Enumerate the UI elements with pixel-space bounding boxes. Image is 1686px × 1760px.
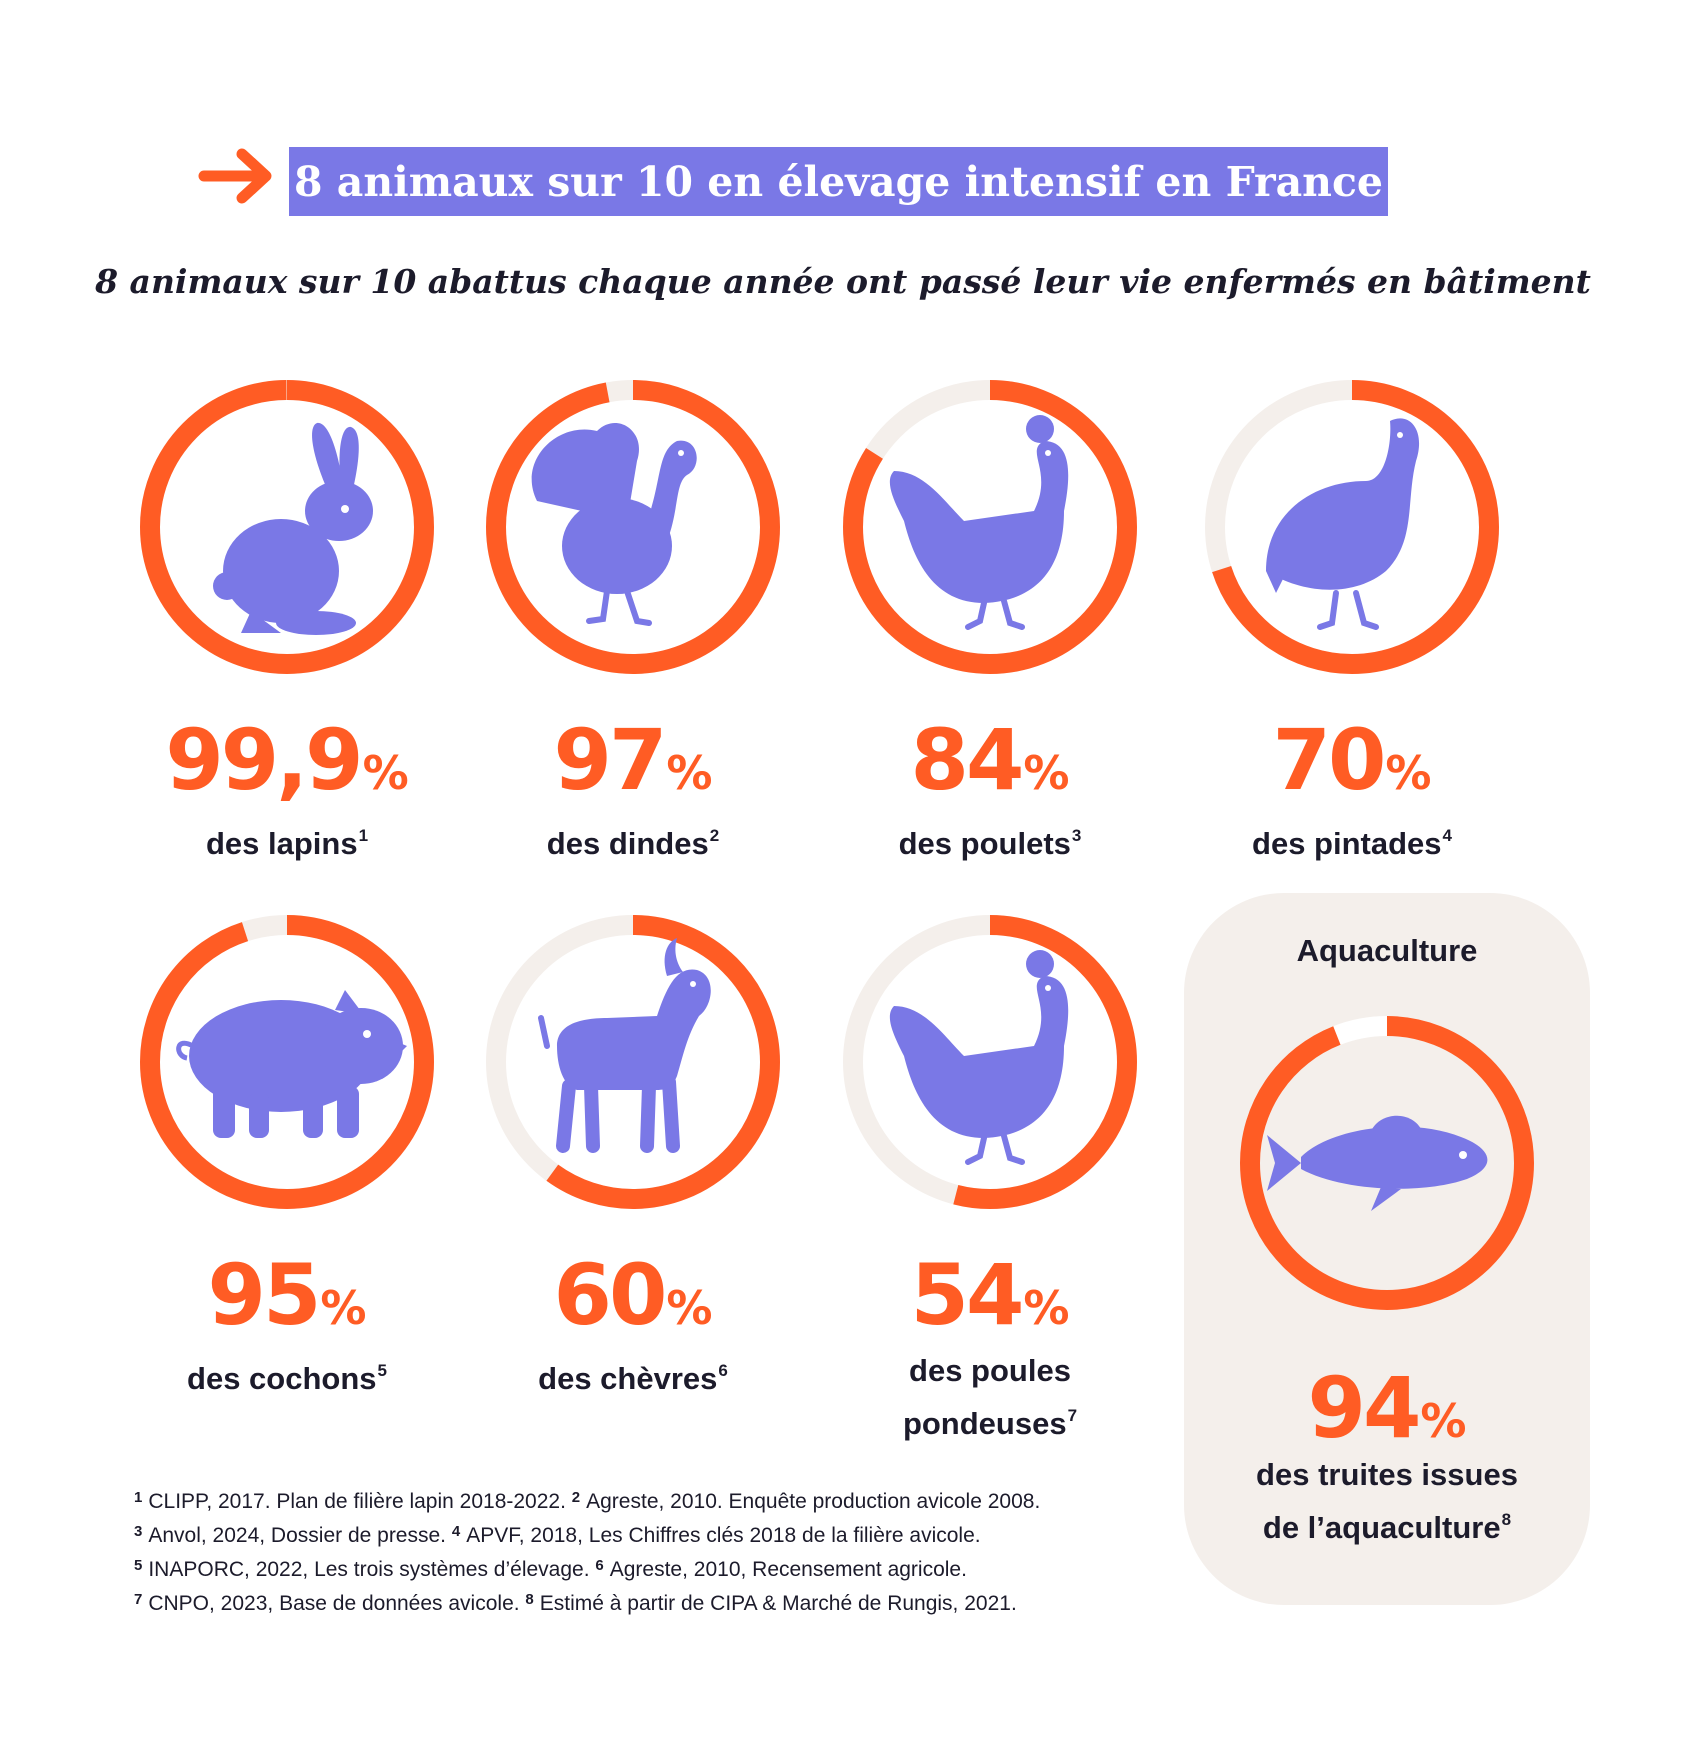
donut-lapins <box>140 380 434 674</box>
donut-arc <box>1205 380 1499 674</box>
value-truites: 94% <box>1307 1359 1467 1457</box>
donut-pintades <box>1205 380 1499 674</box>
label-poules-pondeuses: des poules pondeuses7 <box>902 1353 1078 1441</box>
donut-poules-pondeuses <box>843 915 1137 1209</box>
label-truites: des truites issues de l’aquaculture8 <box>1256 1457 1518 1545</box>
goat-icon <box>538 938 711 1153</box>
donut-chevres <box>486 915 780 1209</box>
page-subtitle: 8 animaux sur 10 abattus chaque année on… <box>95 262 1591 301</box>
rabbit-icon <box>213 422 373 635</box>
arrow-right-icon <box>198 148 272 204</box>
donut-arc <box>140 915 434 1209</box>
turkey-icon <box>531 422 697 626</box>
pig-icon <box>176 990 407 1138</box>
footnote-line: 3 Anvol, 2024, Dossier de presse. 4 APVF, … <box>134 1523 981 1547</box>
value-lapins: 99,9% <box>165 711 409 809</box>
donut-arc <box>140 380 434 674</box>
label-cochons: des cochons5 <box>187 1361 387 1396</box>
donut-poulets <box>843 380 1137 674</box>
aquaculture-panel <box>1184 893 1590 1605</box>
label-poulets: des poulets3 <box>898 826 1082 861</box>
donut-dindes <box>486 380 780 674</box>
page-title: 8 animaux sur 10 en élevage intensif en … <box>289 147 1388 216</box>
footnote-line: 5 INAPORC, 2022, Les trois systèmes d’éle… <box>134 1557 967 1581</box>
value-cochons: 95% <box>207 1246 367 1344</box>
value-chevres: 60% <box>553 1246 713 1344</box>
label-pintades: des pintades4 <box>1252 826 1452 861</box>
value-pintades: 70% <box>1272 711 1432 809</box>
donut-arc <box>843 380 1137 674</box>
label-chevres: des chèvres6 <box>538 1361 728 1396</box>
donut-cochons <box>140 915 434 1209</box>
hen-icon <box>889 950 1069 1165</box>
aquaculture-title: Aquaculture <box>1296 933 1478 968</box>
trout-icon <box>1267 1115 1488 1211</box>
label-lapins: des lapins1 <box>205 826 369 861</box>
donut-arc <box>1240 1016 1534 1310</box>
chicken-icon <box>889 415 1069 630</box>
value-poules-pondeuses: 54% <box>910 1246 1070 1344</box>
donut-truites <box>1240 1016 1534 1310</box>
donut-arc <box>486 380 780 674</box>
donut-arc <box>843 915 1137 1209</box>
donut-arc <box>486 915 780 1209</box>
footnotes: 1 CLIPP, 2017. Plan de filière lapin 2018… <box>134 1483 1134 1619</box>
value-dindes: 97% <box>553 711 713 809</box>
value-poulets: 84% <box>910 711 1070 809</box>
label-dindes: des dindes2 <box>546 826 720 861</box>
guinea-fowl-icon <box>1266 418 1420 630</box>
footnote-line: 1 CLIPP, 2017. Plan de filière lapin 2018… <box>134 1489 1041 1513</box>
